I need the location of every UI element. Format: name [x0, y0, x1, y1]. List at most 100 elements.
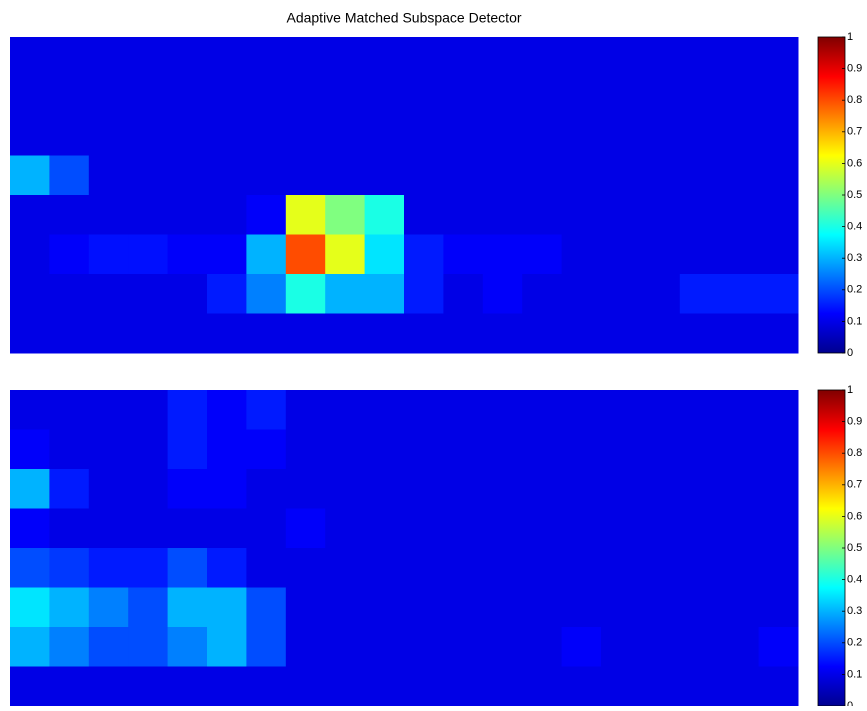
heatmap-cell [10, 313, 50, 354]
heatmap-cell [246, 37, 287, 77]
heatmap-cell [601, 116, 641, 156]
heatmap-cell [404, 76, 444, 117]
heatmap-cell [325, 429, 366, 470]
heatmap-cell [758, 116, 799, 156]
heatmap-cell [325, 76, 366, 117]
heatmap-cell [443, 234, 484, 275]
heatmap-cell [88, 37, 129, 77]
heatmap-cell [522, 548, 563, 588]
heatmap-cell [601, 469, 641, 509]
heatmap-cell [561, 390, 602, 430]
heatmap-cell [88, 469, 129, 509]
colorbar-tick-label: 0.8 [847, 447, 862, 459]
heatmap-cell [482, 508, 523, 549]
colorbar-tick-label: 1 [847, 384, 853, 396]
heatmap-cell [758, 234, 799, 275]
heatmap-cell [640, 469, 681, 509]
heatmap-cell [482, 390, 523, 430]
heatmap-cell [246, 587, 287, 628]
heatmap-cell [719, 429, 760, 470]
heatmap-cell [522, 627, 563, 667]
heatmap-cell [522, 429, 563, 470]
heatmap-cell [128, 195, 169, 235]
heatmap-cell [364, 429, 405, 470]
heatmap-cell [601, 429, 641, 470]
heatmap-cell [10, 508, 50, 549]
heatmap-cell [561, 666, 602, 707]
heatmap-cell [640, 195, 681, 235]
heatmap-cell [364, 548, 405, 588]
heatmap-cell [325, 155, 366, 196]
heatmap-cell [404, 116, 444, 156]
heatmap-cell [364, 666, 405, 707]
heatmap-cell [719, 587, 760, 628]
heatmap-cell [758, 469, 799, 509]
heatmap-cell [679, 313, 720, 354]
heatmap-cell [246, 195, 287, 235]
heatmap-cell [364, 469, 405, 509]
heatmap-cell [128, 429, 169, 470]
heatmap-cell [10, 627, 50, 667]
heatmap-cell [719, 76, 760, 117]
heatmap-cell [719, 666, 760, 707]
heatmap-cell [522, 234, 563, 275]
colorbar-tick-label: 0.4 [847, 221, 862, 233]
heatmap-cell [167, 76, 208, 117]
heatmap-cell [325, 116, 366, 156]
colorbar-tick-label: 0 [847, 700, 853, 706]
heatmap-cell [128, 587, 169, 628]
heatmap-cell [207, 313, 247, 354]
heatmap-cell [364, 508, 405, 549]
heatmap-cell [207, 76, 247, 117]
heatmap-cell [246, 508, 287, 549]
heatmap-cell [443, 155, 484, 196]
heatmap-cell [325, 37, 366, 77]
heatmap-cell [601, 627, 641, 667]
heatmap-cell [404, 234, 444, 275]
colorbar-tick-label: 0.2 [847, 284, 862, 296]
heatmap-cell [167, 390, 208, 430]
colorbar-tick-label: 0.5 [847, 189, 862, 201]
heatmap-cell [246, 666, 287, 707]
heatmap-cell [246, 548, 287, 588]
heatmap-cell [364, 313, 405, 354]
heatmap-cell [207, 508, 247, 549]
heatmap-cell [443, 587, 484, 628]
colorbar-tick-label: 0.4 [847, 574, 862, 586]
colorbar-tick-label: 0.2 [847, 637, 862, 649]
colorbar-tick-label: 0.7 [847, 479, 862, 491]
heatmap-cell [10, 37, 50, 77]
heatmap-cell [10, 469, 50, 509]
heatmap-cell [10, 274, 50, 314]
heatmap-cell [719, 274, 760, 314]
heatmap-cell [325, 587, 366, 628]
heatmap-cell [482, 116, 523, 156]
heatmap-cell [246, 429, 287, 470]
heatmap-cell [128, 508, 169, 549]
heatmap-cell [679, 234, 720, 275]
heatmap-cell [88, 548, 129, 588]
heatmap-cell [167, 116, 208, 156]
heatmap-cell [49, 37, 90, 77]
heatmap-cell [246, 116, 287, 156]
heatmap-cell [49, 666, 90, 707]
heatmap-cell [404, 37, 444, 77]
heatmap-cell [285, 234, 326, 275]
heatmap-cell [88, 587, 129, 628]
heatmap-cell [167, 195, 208, 235]
heatmap-cell [246, 313, 287, 354]
colorbar-tick-label: 1 [847, 31, 853, 43]
heatmap-cell [49, 116, 90, 156]
heatmap-cell [325, 508, 366, 549]
heatmap-cell [285, 390, 326, 430]
colorbar [817, 36, 846, 354]
heatmap-cell [482, 76, 523, 117]
heatmap-cell [88, 627, 129, 667]
heatmap-cell [207, 587, 247, 628]
heatmap-cell [325, 195, 366, 235]
heatmap-cell [561, 548, 602, 588]
heatmap-cell [325, 627, 366, 667]
heatmap-cell [88, 116, 129, 156]
heatmap-cell [522, 274, 563, 314]
heatmap-cell [640, 155, 681, 196]
